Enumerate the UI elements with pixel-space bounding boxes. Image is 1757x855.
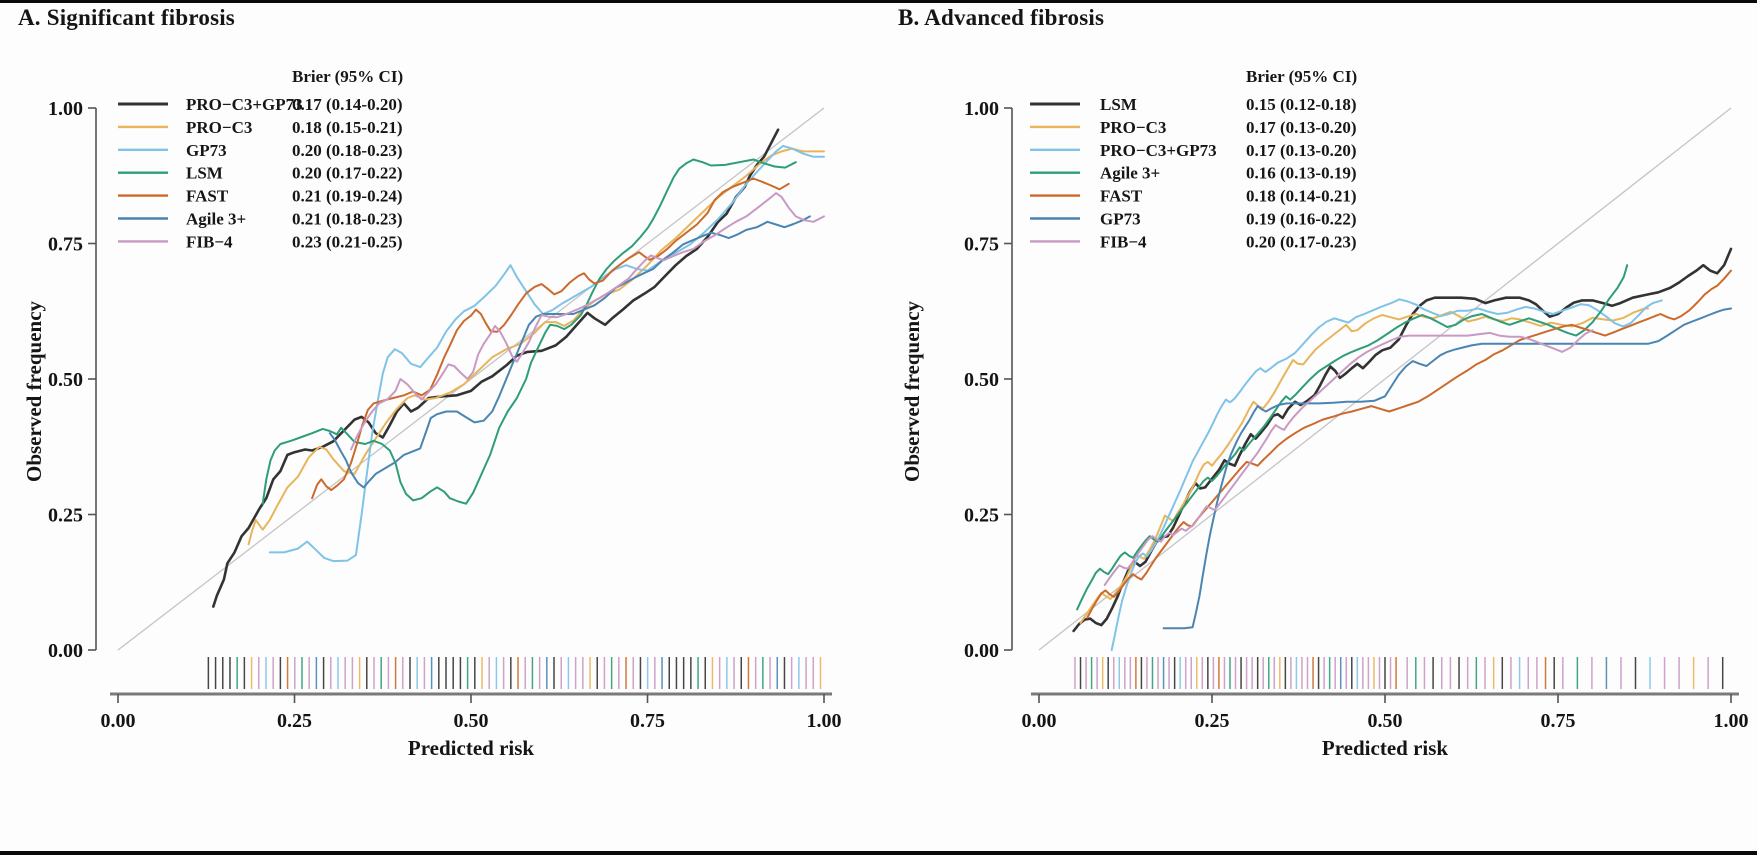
- curve-pro-c3-B: [1079, 307, 1649, 624]
- legend-name-A: LSM: [186, 164, 223, 183]
- legend-brier-A: 0.20 (0.17-0.22): [292, 164, 402, 183]
- curve-lsm-B: [1072, 247, 1733, 633]
- y-tick-label-A: 0.00: [48, 640, 83, 662]
- legend-brier-A: 0.21 (0.18-0.23): [292, 210, 402, 229]
- legend-name-B: GP73: [1100, 210, 1141, 229]
- y-tick-label-A: 0.75: [48, 234, 83, 256]
- curve-lsm-A: [261, 158, 797, 505]
- curve-fast-A: [311, 177, 790, 500]
- y-tick-label-B: 1.00: [964, 98, 999, 120]
- panel-a-xlabel: Predicted risk: [407, 736, 535, 760]
- curve-fib-4-A: [350, 192, 825, 451]
- legend-name-A: PRO−C3+GP73: [186, 95, 303, 114]
- legend-name-B: FAST: [1100, 187, 1143, 206]
- y-tick-label-B: 0.00: [964, 640, 999, 662]
- y-tick-label-B: 0.75: [964, 234, 999, 256]
- legend-brier-B: 0.20 (0.17-0.23): [1246, 232, 1356, 251]
- legend-brier-A: 0.18 (0.15-0.21): [292, 118, 402, 137]
- x-tick-label-A: 0.25: [277, 710, 312, 732]
- curve-pro-c3+gp73-A: [212, 128, 780, 608]
- x-tick-label-B: 1.00: [1714, 710, 1749, 732]
- legend-header-B: Brier (95% CI): [1246, 67, 1357, 86]
- reference-diagonal-B: [1038, 107, 1732, 651]
- top-border: [0, 0, 1757, 3]
- legend-header-A: Brier (95% CI): [292, 67, 403, 86]
- curve-gp73-B: [1162, 307, 1732, 630]
- legend-name-A: Agile 3+: [186, 210, 246, 229]
- x-tick-label-A: 0.00: [101, 710, 136, 732]
- panel-b-xlabel: Predicted risk: [1321, 736, 1449, 760]
- legend-brier-A: 0.17 (0.14-0.20): [292, 95, 402, 114]
- x-tick-label-B: 0.25: [1195, 710, 1230, 732]
- y-tick-label-A: 0.50: [48, 369, 83, 391]
- curve-pro-c3-A: [247, 147, 825, 546]
- legend-brier-B: 0.17 (0.13-0.20): [1246, 118, 1356, 137]
- curve-agile-3+-B: [1076, 264, 1629, 611]
- legend-brier-B: 0.16 (0.13-0.19): [1246, 164, 1356, 183]
- legend-name-A: FIB−4: [186, 232, 233, 251]
- legend-name-A: FAST: [186, 187, 229, 206]
- y-tick-label-A: 0.25: [48, 505, 83, 527]
- legend-brier-A: 0.20 (0.18-0.23): [292, 141, 402, 160]
- legend-brier-B: 0.18 (0.14-0.21): [1246, 187, 1356, 206]
- x-tick-label-A: 0.50: [454, 710, 489, 732]
- y-tick-label-B: 0.25: [964, 505, 999, 527]
- curve-gp73-A: [268, 144, 825, 563]
- curve-pro-c3+gp73-B: [1110, 298, 1663, 651]
- y-tick-label-B: 0.50: [964, 369, 999, 391]
- x-tick-label-B: 0.75: [1541, 710, 1576, 732]
- y-tick-label-A: 1.00: [48, 98, 83, 120]
- legend-name-B: Agile 3+: [1100, 164, 1160, 183]
- legend-name-B: FIB−4: [1100, 232, 1147, 251]
- legend-name-B: LSM: [1100, 95, 1137, 114]
- legend-name-A: PRO−C3: [186, 118, 252, 137]
- panel-b-title: B. Advanced fibrosis: [898, 5, 1105, 30]
- legend-name-B: PRO−C3: [1100, 118, 1166, 137]
- legend-brier-A: 0.21 (0.19-0.24): [292, 187, 402, 206]
- x-tick-label-A: 1.00: [807, 710, 842, 732]
- legend-name-B: PRO−C3+GP73: [1100, 141, 1217, 160]
- curve-agile-3+-A: [328, 215, 811, 489]
- x-tick-label-B: 0.50: [1368, 710, 1403, 732]
- curve-fast-B: [1086, 269, 1732, 619]
- panel-a-title: A. Significant fibrosis: [18, 5, 235, 30]
- legend-brier-B: 0.17 (0.13-0.20): [1246, 141, 1356, 160]
- legend-brier-B: 0.15 (0.12-0.18): [1246, 95, 1356, 114]
- x-tick-label-B: 0.00: [1022, 710, 1057, 732]
- x-tick-label-A: 0.75: [630, 710, 665, 732]
- legend-brier-A: 0.23 (0.21-0.25): [292, 232, 402, 251]
- bottom-border: [0, 851, 1757, 855]
- legend-brier-B: 0.19 (0.16-0.22): [1246, 210, 1356, 229]
- curve-fib-4-B: [1103, 329, 1594, 586]
- legend-name-A: GP73: [186, 141, 227, 160]
